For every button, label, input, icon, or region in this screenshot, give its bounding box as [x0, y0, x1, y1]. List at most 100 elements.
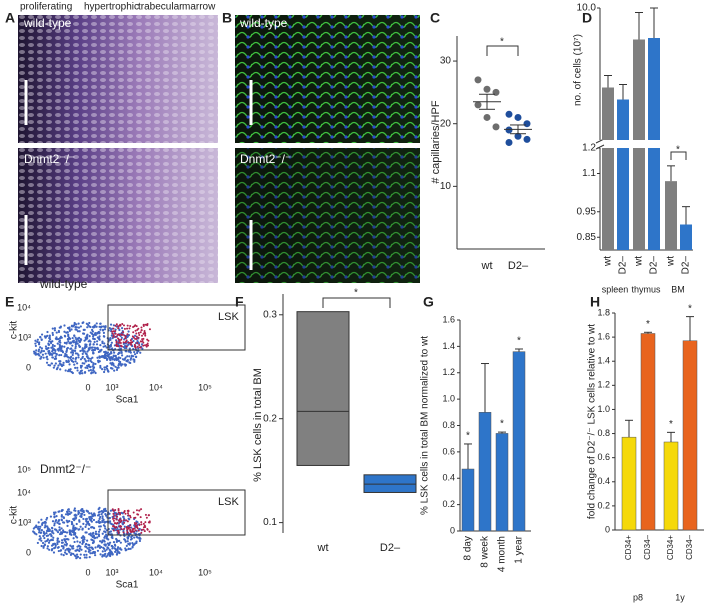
cell-event: [77, 339, 80, 342]
cell-event: [63, 551, 67, 554]
lsk-event: [125, 526, 128, 529]
lsk-event: [113, 517, 116, 520]
lsk-event: [122, 341, 125, 344]
cell-event: [107, 370, 110, 373]
cell-event: [94, 332, 97, 335]
lsk-event: [132, 336, 135, 339]
cell-event: [66, 537, 69, 541]
cell-event: [95, 533, 98, 536]
cell-event: [129, 538, 133, 541]
y-tick-label: 1.4: [597, 356, 610, 366]
cell-event: [83, 513, 86, 517]
data-point: [474, 101, 482, 109]
cell-event: [52, 366, 55, 369]
lsk-event: [128, 327, 131, 330]
cell-event: [60, 541, 64, 544]
cell-event: [89, 368, 93, 372]
lsk-event: [146, 324, 149, 327]
lsk-event: [112, 519, 115, 522]
histology-texture: [18, 148, 218, 283]
cell-event: [104, 354, 107, 357]
cell-event: [91, 356, 94, 359]
data-point: [483, 85, 491, 93]
y-tick-label: 10³: [18, 332, 31, 342]
cell-event: [111, 536, 114, 540]
lsk-event: [123, 509, 126, 512]
bar: [640, 333, 656, 531]
lsk-event: [119, 521, 122, 524]
lsk-gate: [107, 489, 246, 536]
cell-event: [99, 364, 102, 368]
lsk-event: [127, 527, 130, 530]
cell-event: [46, 545, 49, 548]
x-tick-label: CD34–: [643, 534, 652, 559]
lsk-event: [143, 524, 146, 527]
cell-event: [52, 347, 55, 351]
lsk-event: [144, 513, 147, 516]
cell-event: [68, 363, 71, 366]
cell-event: [122, 515, 125, 518]
cell-event: [52, 542, 55, 546]
lsk-event: [111, 508, 114, 511]
cell-event: [73, 519, 76, 522]
cell-event: [45, 518, 48, 521]
cell-event: [121, 354, 124, 357]
cell-event: [105, 555, 108, 558]
cell-event: [113, 543, 117, 546]
significance-bracket: [322, 297, 391, 308]
cell-event: [85, 345, 88, 348]
cell-event: [123, 525, 126, 528]
cell-event: [104, 507, 107, 510]
panel-label: C: [430, 10, 440, 26]
cell-event: [109, 359, 112, 362]
cell-event: [134, 334, 137, 337]
cell-event: [105, 520, 108, 523]
x-tick-label: 8 day: [463, 536, 474, 560]
cell-event: [42, 349, 46, 353]
cell-event: [60, 518, 63, 521]
cell-event: [65, 350, 68, 353]
cell-event: [99, 515, 102, 519]
data-point: [523, 135, 531, 143]
cell-event: [109, 337, 112, 340]
y-tick-label: 0.2: [597, 500, 610, 510]
cell-event: [38, 529, 41, 532]
cell-event: [141, 347, 144, 350]
cell-event: [140, 343, 144, 346]
cell-event: [80, 548, 83, 551]
y-tick-label: 10⁴: [17, 302, 31, 312]
cell-event: [76, 362, 79, 365]
lsk-event: [134, 345, 137, 348]
cell-event: [50, 362, 54, 365]
cell-event: [94, 546, 97, 549]
cell-event: [91, 538, 94, 542]
x-tick-label: D2–: [649, 256, 660, 275]
cell-event: [87, 369, 91, 372]
cell-event: [50, 535, 53, 538]
panel-a: [18, 15, 218, 283]
cell-event: [87, 543, 90, 546]
cell-event: [71, 340, 74, 343]
cell-event: [66, 331, 69, 334]
cell-event: [128, 347, 131, 350]
cell-event: [73, 514, 76, 517]
cell-event: [43, 533, 46, 536]
group-label: thymus: [631, 284, 661, 294]
cell-event: [90, 512, 93, 515]
bar: [682, 340, 698, 531]
cell-event: [58, 526, 61, 529]
cell-event: [40, 518, 43, 521]
cell-event: [75, 549, 78, 552]
cell-event: [110, 544, 114, 548]
cell-event: [94, 536, 97, 539]
cell-event: [55, 529, 58, 532]
cell-event: [41, 353, 45, 356]
bar: [602, 148, 614, 250]
cell-event: [85, 322, 88, 325]
cell-event: [101, 368, 104, 371]
cell-event: [126, 540, 129, 543]
lsk-event: [123, 334, 126, 337]
cell-event: [76, 342, 79, 345]
cell-event: [120, 327, 124, 330]
cell-event: [63, 345, 66, 348]
